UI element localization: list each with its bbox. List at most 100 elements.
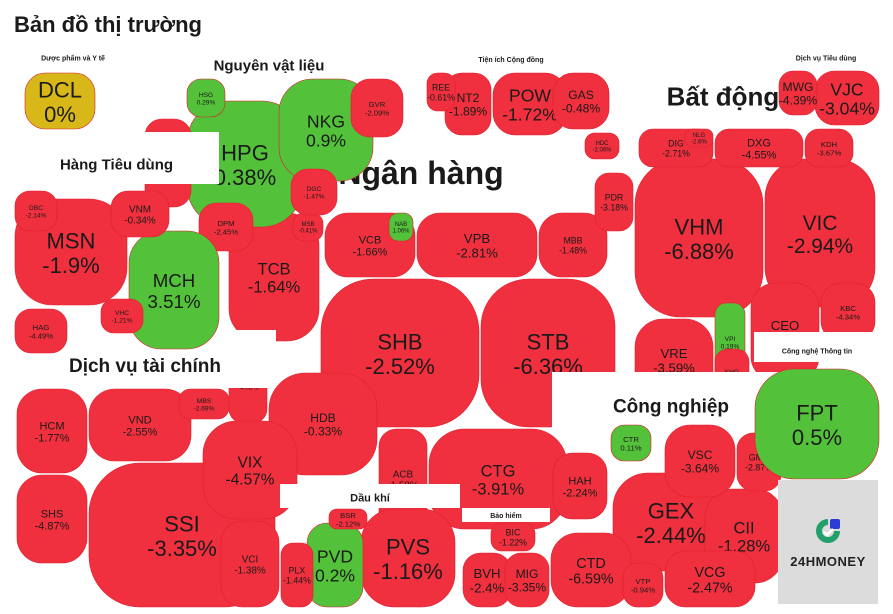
stock-cell-nt2[interactable]: NT2-1.89% [444,72,492,136]
stock-change-dpm: -2.45% [214,227,239,236]
stock-cell-hah[interactable]: HAH-2.24% [552,452,608,520]
stock-cell-kbc[interactable]: KBC-4.34% [820,282,876,342]
stock-cell-ctd[interactable]: CTD-6.59% [550,532,632,608]
stock-cell-vci[interactable]: VCI-1.38% [220,520,280,608]
stock-shape-ree [426,72,456,112]
stock-cell-tcb[interactable]: TCB-1.64% [228,212,320,342]
brand-logo-text: 24HMONEY [790,553,866,569]
stock-shape-hcm [16,388,88,474]
stock-cell-vtp[interactable]: VTP-0.94% [622,562,664,608]
stock-ticker-bvh: BVH [473,566,500,581]
sector-label-cong-nghiep: Công nghiệp [613,396,729,417]
stock-change-pvs: -1.16% [373,559,443,584]
stock-change-mwg: -4.39% [779,93,818,107]
stock-cell-mbs[interactable]: MBS-2.69% [178,388,230,420]
stock-cell-vnm[interactable]: VNM-0.34% [110,190,170,238]
stock-change-kdh: -3.67% [817,148,842,157]
stock-ticker-vnm: VNM [129,205,151,216]
stock-cell-vix[interactable]: VIX-4.57% [202,420,298,520]
stock-cell-ctg[interactable]: CTG-3.91% [428,428,568,530]
stock-shape-ctr [610,424,652,462]
stock-change-vcg: -2.47% [687,581,733,597]
stock-cell-kdh[interactable]: KDH-3.67% [804,128,854,168]
stock-cell-dxg[interactable]: DXG-4.55% [714,128,804,168]
stock-cell-hdc[interactable]: HDC-2.06% [584,132,620,160]
stock-cell-pvs[interactable]: PVS-1.16% [360,508,456,608]
sector-tien-ich-cong-dong[interactable]: Tiện ích Cộng đồngPOW-1.72%NT2-1.89%GAS-… [406,52,616,136]
stock-ticker-mbb: MBB [563,236,582,246]
stock-cell-gvr[interactable]: GVR-2.09% [350,78,404,138]
stock-change-msb: -0.41% [298,229,318,235]
stock-change-vtp: -0.94% [631,585,656,594]
stock-change-fpt: 0.5% [792,425,842,450]
stock-cell-vhm[interactable]: VHM-6.88% [634,158,764,318]
stock-cell-bic[interactable]: BIC-1.22% [490,522,536,552]
stock-cell-plx[interactable]: PLX-1.44% [280,542,314,608]
sector-label-nguyen-vat-lieu: Nguyên vật liệu [214,58,325,75]
stock-change-hcm: -1.77% [35,432,70,444]
stock-cell-vjc[interactable]: VJC-3.04% [814,70,880,126]
stock-cell-dgc[interactable]: DGC-1.47% [290,168,338,216]
stock-cell-hcm[interactable]: HCM-1.77% [16,388,88,474]
stock-cell-mig[interactable]: MIG-3.35% [504,552,550,608]
stock-cell-mbb[interactable]: MBB-1.48% [538,212,608,278]
stock-ticker-nt2: NT2 [457,91,480,105]
stock-change-mig: -3.35% [508,580,547,594]
stock-ticker-ree: REE [432,83,450,93]
stock-shape-hsg [186,78,226,118]
stock-ticker-mch: MCH [153,270,196,291]
stock-cell-vnd[interactable]: VND-2.55% [88,388,192,462]
sector-banner-nguyen-vat-lieu [134,52,404,78]
stock-ticker-vci: VCI [242,555,258,566]
stock-cell-ree[interactable]: REE-0.61% [426,72,456,112]
stock-cell-msb[interactable]: MSB-0.41% [292,212,324,242]
stock-cell-shs[interactable]: SHS-4.87% [16,474,88,564]
stock-cell-dpm[interactable]: DPM-2.45% [198,202,254,252]
sector-hang-tieu-dung[interactable]: Hàng Tiêu dùngMSN-1.9%MCH3.51%VNM-0.34%D… [14,132,220,354]
stock-cell-mwg[interactable]: MWG-4.39% [778,70,818,116]
sector-banner-hang-tieu-dung [14,132,219,184]
stock-cell-pdr[interactable]: PDR-3.18% [594,172,634,232]
stock-shape-vsc [664,424,736,498]
sector-dau-khi[interactable]: Dầu khíPVS-1.16%PVD0.2%BSR-2.12%PLX-1.44… [280,484,460,608]
stock-cell-bsr[interactable]: BSR-2.12% [328,508,368,530]
stock-cell-pow[interactable]: POW-1.72% [492,72,568,136]
stock-cell-bvh[interactable]: BVH-2.4% [462,552,512,608]
stock-shape-gvr [350,78,404,138]
stock-change-kbc: -4.34% [836,312,861,321]
stock-cell-dbc[interactable]: DBC-2.14% [14,190,58,232]
stock-cell-gex[interactable]: GEX-2.44% [612,472,730,572]
stock-ticker-hag: HAG [33,323,50,332]
stock-shape-pdr [594,172,634,232]
stock-cell-vhc[interactable]: VHC-1.21% [100,298,144,334]
stock-cell-vcg[interactable]: VCG-2.47% [664,550,756,608]
stock-change-plx: -1.44% [283,575,311,585]
stock-shape-bic [490,522,536,552]
stock-cell-vic[interactable]: VIC-2.94% [764,158,876,308]
stock-cell-vsc[interactable]: VSC-3.64% [664,424,736,498]
stock-ticker-ssi: SSI [164,512,199,537]
stock-cell-hag[interactable]: HAG-4.49% [14,308,68,354]
brand-logo-tile[interactable]: 24HMONEY [778,480,878,604]
stock-shape-vix [202,420,298,520]
stock-ticker-vtp: VTP [636,577,651,586]
stock-ticker-vic: VIC [803,212,838,235]
stock-shape-mwg [778,70,818,116]
stock-cell-gas[interactable]: GAS-0.48% [552,72,610,130]
stock-change-gvr: -2.09% [365,108,390,117]
stock-cell-vpb[interactable]: VPB-2.81% [416,212,538,278]
stock-cell-nlg[interactable]: NLG-2.6% [684,128,714,148]
